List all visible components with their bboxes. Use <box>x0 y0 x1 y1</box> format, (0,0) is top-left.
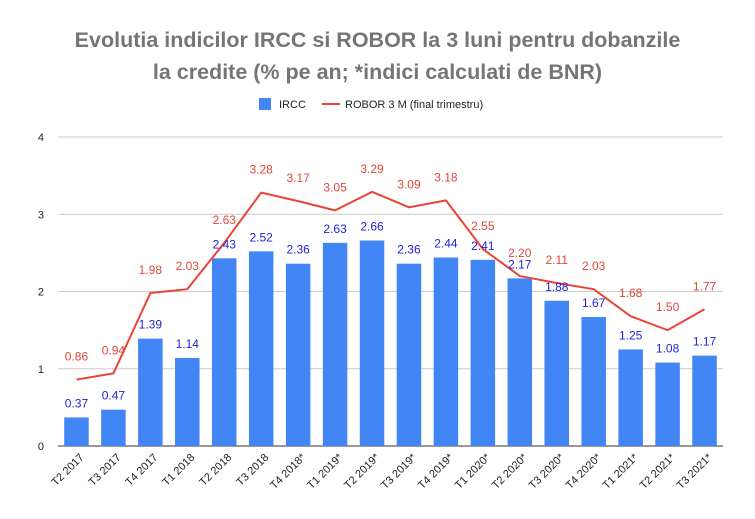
ircc-bar <box>359 240 385 446</box>
robor-value-label: 3.09 <box>397 177 421 191</box>
ircc-bar <box>64 417 89 446</box>
robor-value-label: 3.28 <box>250 163 274 177</box>
chart-title: Evolutia indicilor IRCC si ROBOR la 3 lu… <box>0 24 755 88</box>
ircc-bar <box>433 257 459 446</box>
ircc-bar <box>212 258 237 446</box>
ircc-bar <box>138 338 163 446</box>
robor-value-label: 0.86 <box>65 350 89 364</box>
ircc-value-label: 2.36 <box>397 243 421 257</box>
x-tick-label: T2 2017 <box>50 452 87 489</box>
robor-value-label: 3.29 <box>360 162 384 176</box>
robor-value-label: 2.11 <box>546 253 569 267</box>
legend-label-ircc: IRCC <box>279 99 306 111</box>
ircc-value-label: 1.08 <box>656 342 680 356</box>
ircc-bar <box>396 263 422 446</box>
ircc-bar <box>581 316 606 446</box>
x-axis-ticks: T2 2017 T3 2017 T4 2017 T1 2018 T2 2018 T3 20… <box>50 451 716 492</box>
legend: IRCC ROBOR 3 M (final trimestru) <box>259 98 483 111</box>
robor-line-group <box>76 190 706 381</box>
x-tick-label: T1 2020* <box>453 451 494 492</box>
ircc-bar <box>470 259 496 446</box>
ircc-value-label: 1.88 <box>545 280 569 294</box>
y-tick-label: 1 <box>38 364 44 376</box>
x-tick-label: T4 2020* <box>564 451 605 492</box>
legend-swatch-ircc <box>259 98 271 110</box>
robor-value-label: 3.17 <box>286 171 310 185</box>
ircc-value-label: 0.47 <box>102 389 126 403</box>
x-tick-label: T1 2018 <box>160 452 197 489</box>
chart-title-line-1: Evolutia indicilor IRCC si ROBOR la 3 lu… <box>74 28 681 52</box>
x-tick-label: T2 2020* <box>490 451 531 492</box>
x-tick-label: T1 2019* <box>305 451 346 492</box>
ircc-bars <box>64 240 717 446</box>
ircc-bar <box>322 242 348 446</box>
robor-value-label: 2.55 <box>471 219 495 233</box>
ircc-value-label: 2.44 <box>434 237 458 251</box>
robor-value-label: 1.68 <box>619 286 643 300</box>
ircc-bar <box>285 263 311 446</box>
y-tick-label: 2 <box>38 287 44 299</box>
ircc-bar <box>692 355 717 446</box>
ircc-value-label: 2.43 <box>213 237 237 251</box>
chart-title-line-2: la credite (% pe an; *indici calculati d… <box>152 60 603 84</box>
ircc-value-label: 1.17 <box>693 335 717 349</box>
ircc-value-label: 1.14 <box>176 337 200 351</box>
y-tick-label: 4 <box>38 132 44 144</box>
ircc-value-label: 2.63 <box>323 222 347 236</box>
ircc-bar <box>544 300 569 446</box>
robor-value-label: 2.63 <box>213 213 237 227</box>
ircc-bar <box>248 251 274 446</box>
x-tick-label: T3 2018 <box>234 452 271 489</box>
ircc-value-label: 2.36 <box>286 243 310 257</box>
robor-value-label: 2.03 <box>582 259 606 273</box>
robor-value-label: 1.77 <box>693 279 717 293</box>
y-tick-label: 0 <box>38 441 44 453</box>
robor-value-label: 1.50 <box>656 300 680 314</box>
x-tick-label: T2 2019* <box>342 451 383 492</box>
y-tick-label: 3 <box>38 209 44 221</box>
ircc-bar <box>175 357 200 446</box>
x-tick-label: T2 2018 <box>197 452 234 489</box>
ircc-value-label: 1.67 <box>582 296 606 310</box>
ircc-data-labels: 0.37 0.47 1.39 1.14 2.43 2.52 2.36 2.63 2.66 2.36… <box>65 220 717 411</box>
ircc-value-label: 0.37 <box>65 396 89 410</box>
robor-value-label: 2.03 <box>176 259 200 273</box>
ircc-value-label: 1.39 <box>139 318 163 332</box>
ircc-bar <box>655 362 680 446</box>
robor-value-label: 2.20 <box>508 246 532 260</box>
x-tick-label: T3 2021* <box>675 451 716 492</box>
x-tick-label: T3 2020* <box>527 451 568 492</box>
robor-value-label: 3.18 <box>434 170 458 184</box>
x-tick-label: T2 2021* <box>638 451 679 492</box>
ircc-value-label: 2.66 <box>360 220 384 234</box>
robor-value-label: 3.05 <box>323 180 347 194</box>
robor-value-label: 1.98 <box>139 263 163 277</box>
gridlines <box>58 136 723 447</box>
ircc-bar <box>618 349 643 446</box>
y-axis-ticks: 0 1 2 3 4 <box>38 132 44 453</box>
x-tick-label: T4 2018* <box>268 451 309 492</box>
ircc-value-label: 2.17 <box>508 257 532 271</box>
legend-label-robor: ROBOR 3 M (final trimestru) <box>345 99 483 111</box>
x-tick-label: T3 2019* <box>379 451 420 492</box>
ircc-bar <box>507 278 533 446</box>
ircc-bar <box>101 409 126 446</box>
x-tick-label: T4 2019* <box>416 451 457 492</box>
robor-value-label: 0.94 <box>102 343 126 357</box>
ircc-value-label: 1.25 <box>619 328 643 342</box>
ircc-value-label: 2.41 <box>471 239 495 253</box>
robor-line <box>76 190 706 381</box>
ircc-value-label: 2.52 <box>250 230 274 244</box>
x-tick-label: T3 2017 <box>87 452 124 489</box>
x-tick-label: T4 2017 <box>123 452 160 489</box>
robor-data-labels: 0.86 0.94 1.98 2.03 2.63 3.28 3.17 3.05 3.29 3.09… <box>65 162 717 364</box>
x-tick-label: T1 2021* <box>601 451 642 492</box>
